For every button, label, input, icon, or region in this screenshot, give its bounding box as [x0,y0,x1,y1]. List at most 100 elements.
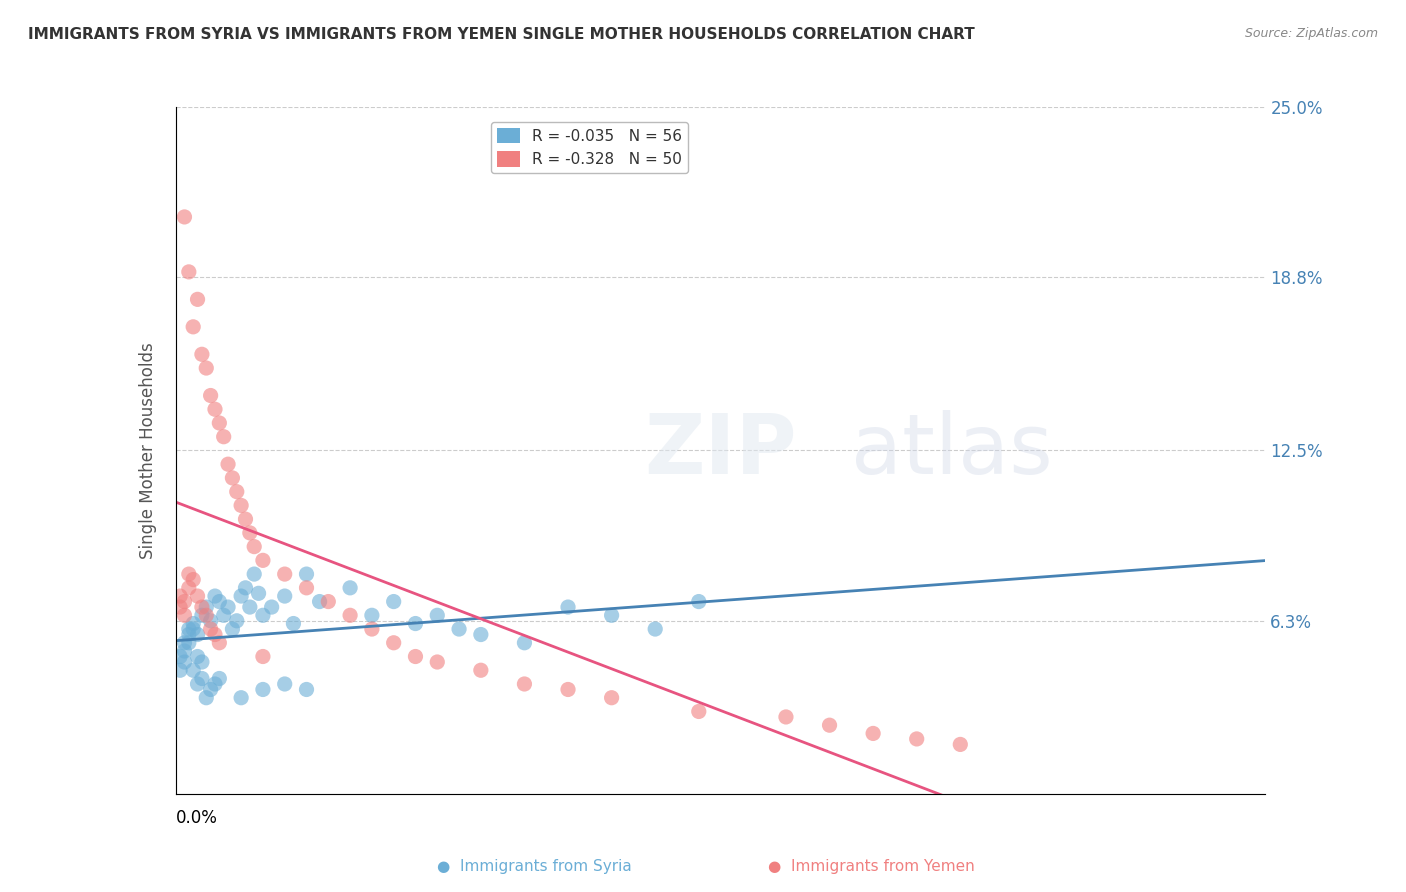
Point [191,672,214,686]
Point [295,682,318,697]
Point [339,581,361,595]
Point [775,710,797,724]
Point [426,655,449,669]
Point [169,649,191,664]
Point [405,616,427,631]
Point [173,608,195,623]
Text: ●  Immigrants from Yemen: ● Immigrants from Yemen [768,859,976,874]
Point [200,682,222,697]
Point [382,636,405,650]
Point [600,690,623,705]
Point [360,622,382,636]
Point [949,738,972,752]
Point [200,622,222,636]
Point [195,690,218,705]
Point [252,608,274,623]
Point [191,600,214,615]
Point [688,594,710,608]
Point [231,690,253,705]
Point [252,553,274,567]
Point [247,586,270,600]
Text: Source: ZipAtlas.com: Source: ZipAtlas.com [1244,27,1378,40]
Point [181,616,204,631]
Point [173,655,195,669]
Point [252,649,274,664]
Point [252,682,274,697]
Point [862,726,884,740]
Point [235,512,257,526]
Point [186,627,209,641]
Point [177,581,200,595]
Point [173,594,195,608]
Point [204,402,226,417]
Text: ZIP: ZIP [644,410,797,491]
Point [173,210,195,224]
Point [177,636,200,650]
Point [212,430,235,444]
Point [274,589,297,603]
Point [295,581,318,595]
Point [339,608,361,623]
Point [191,347,214,361]
Point [186,589,209,603]
Point [235,581,257,595]
Point [600,608,623,623]
Point [513,636,536,650]
Text: IMMIGRANTS FROM SYRIA VS IMMIGRANTS FROM YEMEN SINGLE MOTHER HOUSEHOLDS CORRELAT: IMMIGRANTS FROM SYRIA VS IMMIGRANTS FROM… [28,27,974,42]
Point [557,600,579,615]
Point [177,567,200,582]
Point [217,457,239,471]
Point [470,627,492,641]
Point [688,705,710,719]
Point [818,718,841,732]
Point [191,655,214,669]
Text: ●  Immigrants from Syria: ● Immigrants from Syria [437,859,631,874]
Point [208,416,231,430]
Point [905,731,928,746]
Point [295,567,318,582]
Text: atlas: atlas [852,410,1053,491]
Point [382,594,405,608]
Point [360,608,382,623]
Point [169,663,191,677]
Point [225,484,247,499]
Point [274,677,297,691]
Point [221,622,243,636]
Legend: R = -0.035   N = 56, R = -0.328   N = 50: R = -0.035 N = 56, R = -0.328 N = 50 [491,121,689,173]
Point [186,677,209,691]
Point [208,636,231,650]
Point [231,499,253,513]
Point [470,663,492,677]
Point [177,627,200,641]
Point [186,649,209,664]
Point [195,361,218,376]
Point [181,319,204,334]
Point [200,388,222,402]
Point [513,677,536,691]
Point [186,293,209,307]
Point [308,594,330,608]
Point [195,600,218,615]
Point [225,614,247,628]
Point [447,622,470,636]
Point [204,627,226,641]
Point [217,600,239,615]
Point [177,622,200,636]
Point [181,663,204,677]
Point [208,672,231,686]
Point [195,608,218,623]
Point [274,567,297,582]
Point [191,608,214,623]
Point [204,589,226,603]
Point [239,525,262,540]
Point [169,600,191,615]
Point [243,567,266,582]
Point [208,594,231,608]
Point [200,614,222,628]
Point [426,608,449,623]
Point [243,540,266,554]
Point [204,677,226,691]
Point [260,600,283,615]
Point [177,265,200,279]
Y-axis label: Single Mother Households: Single Mother Households [139,343,157,558]
